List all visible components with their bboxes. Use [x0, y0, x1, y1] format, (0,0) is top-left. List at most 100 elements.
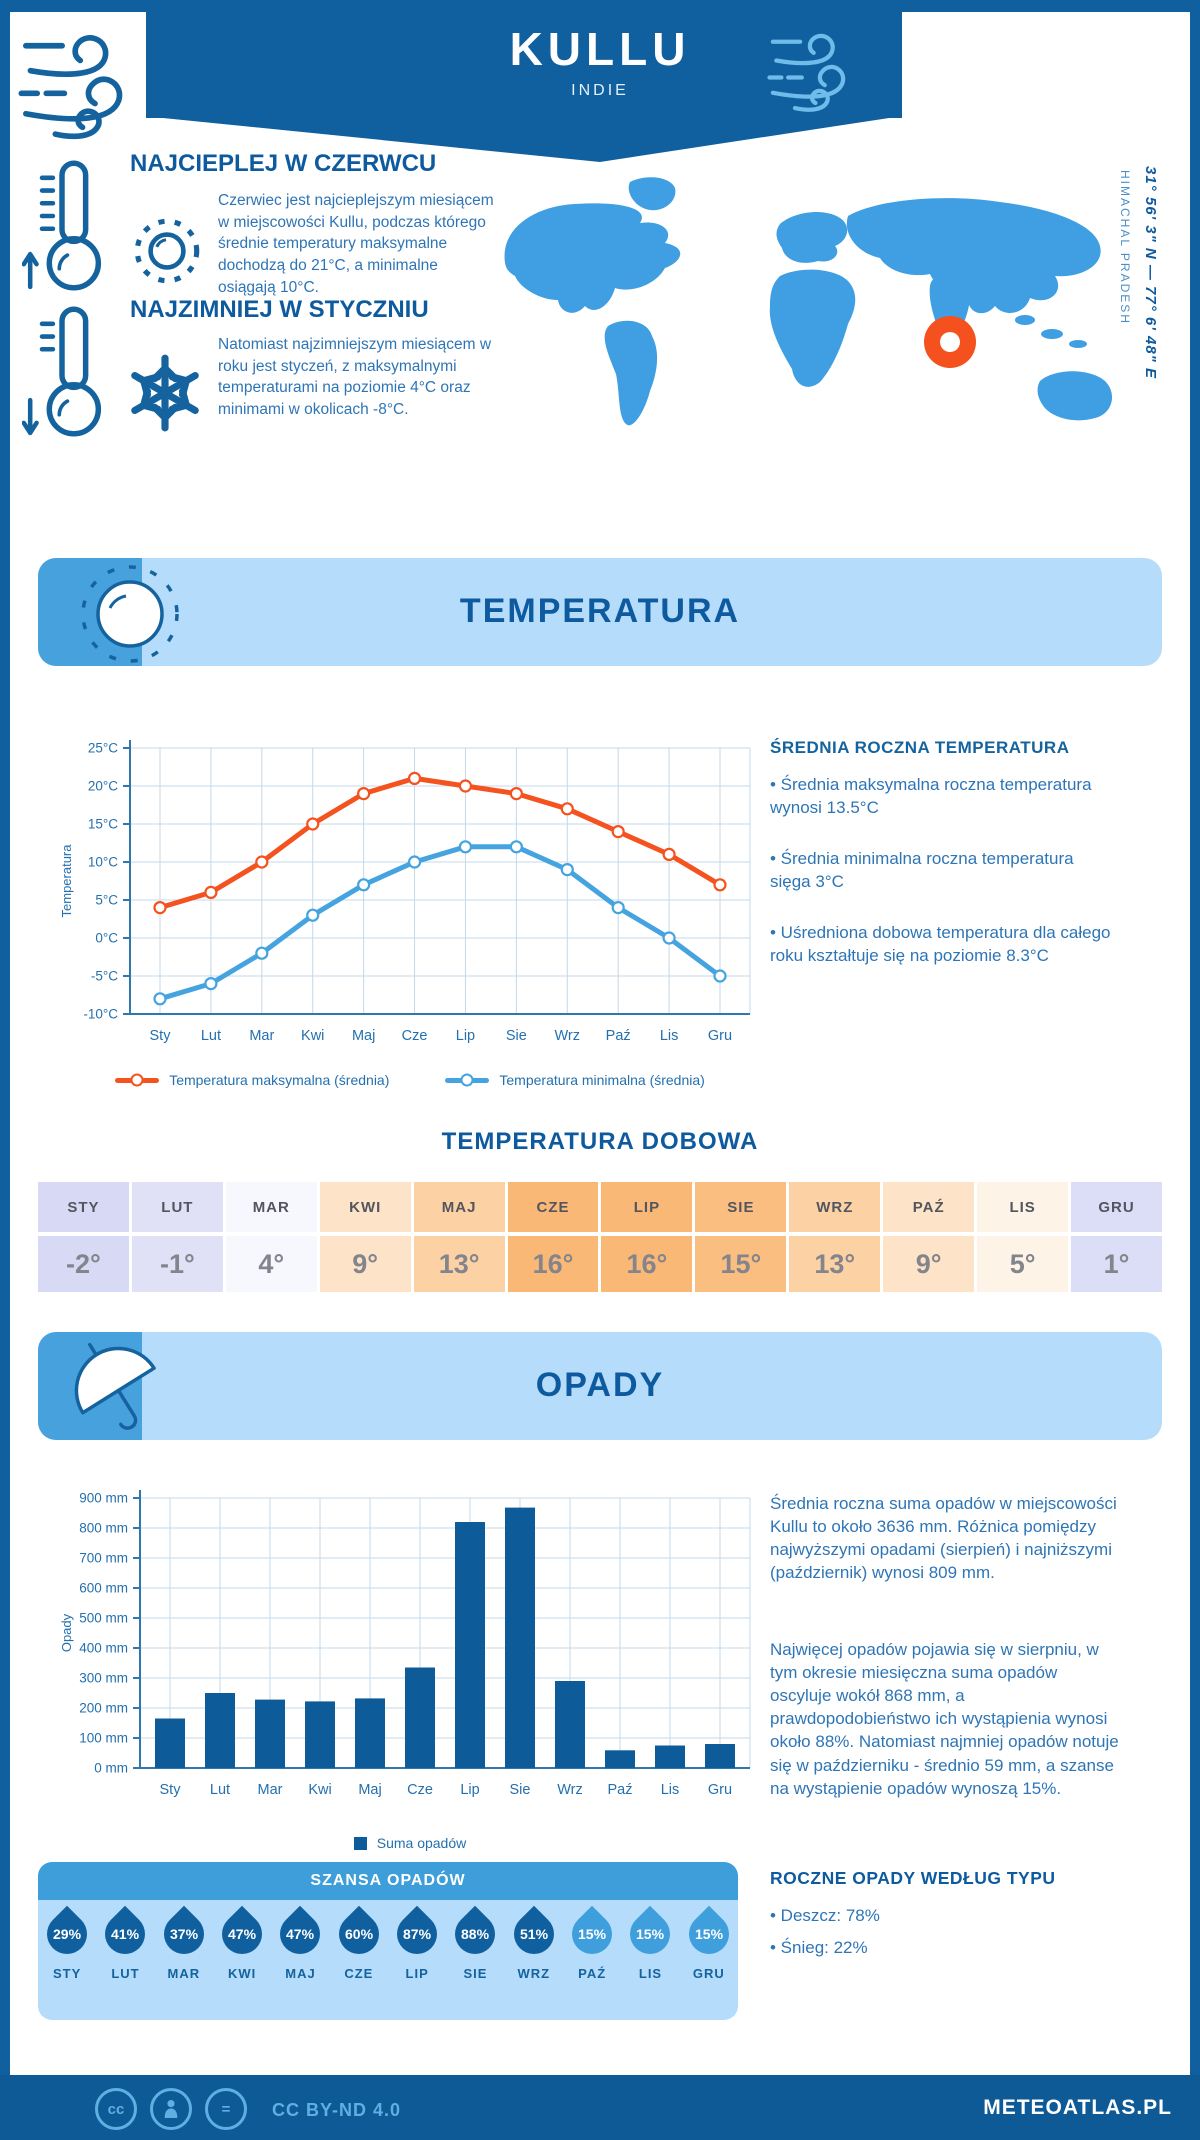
table-temp-value: 4°	[225, 1236, 317, 1292]
map-australia	[1037, 371, 1113, 421]
chance-month-cell: 41% LUT	[96, 1900, 154, 2020]
y-tick-label: 900 mm	[79, 1491, 128, 1506]
precipitation-section-title: OPADY	[535, 1366, 665, 1404]
x-tick-label: Paź	[606, 1028, 631, 1044]
license-label: CC BY-ND 4.0	[272, 2100, 402, 2120]
x-tick-label: Wrz	[557, 1782, 583, 1798]
coordinates-label: 31° 56' 3" N — 77° 6' 48" E	[1142, 166, 1159, 379]
y-tick-label: 500 mm	[79, 1611, 128, 1626]
map-greenland	[628, 177, 676, 211]
data-point-marker	[458, 840, 473, 854]
chance-month-label: KWI	[228, 1966, 257, 1981]
x-tick-label: Lut	[210, 1782, 230, 1798]
table-temp-value: 15°	[695, 1236, 787, 1292]
y-tick-label: 400 mm	[79, 1641, 128, 1656]
left-border	[0, 0, 10, 2075]
x-tick-label: Cze	[402, 1028, 428, 1044]
cc-license-icons: cc =	[95, 2088, 247, 2130]
data-point-marker	[713, 878, 727, 892]
precipitation-types-heading: ROCZNE OPADY WEDŁUG TYPU	[770, 1868, 1056, 1888]
temperature-section-icon-box	[38, 558, 179, 666]
table-month-header: MAJ	[413, 1182, 505, 1232]
y-tick-label: 300 mm	[79, 1671, 128, 1686]
daily-temperature-title: TEMPERATURA DOBOWA	[441, 1128, 759, 1155]
map-africa	[769, 269, 856, 387]
data-point-marker	[306, 817, 320, 831]
series-line	[157, 775, 723, 911]
precipitation-type-rain: • Deszcz: 78%	[770, 1906, 880, 1925]
chance-month-cell: 47% KWI	[213, 1900, 271, 2020]
x-tick-label: Lip	[460, 1782, 479, 1798]
header-band	[10, 0, 902, 118]
raindrop-icon: 88%	[447, 1905, 504, 1963]
series-line	[157, 844, 723, 1002]
data-point-marker	[153, 901, 167, 915]
table-month-header: LIS	[977, 1182, 1069, 1232]
bar-chart-svg: 900 mm 800 mm 700 mm 600 mm 500 mm 400 mm 300 …	[59, 1490, 751, 1798]
legend-item: Temperatura minimalna (średnia)	[445, 1072, 705, 1088]
y-tick-label: 700 mm	[79, 1551, 128, 1566]
map-south-america	[604, 320, 658, 426]
y-tick-label: 0°C	[95, 931, 118, 946]
chance-month-label: LIS	[638, 1966, 663, 1981]
annual-temp-bullet-min: • Średnia minimalna roczna temperatura s…	[770, 849, 1074, 891]
precipitation-bar	[705, 1744, 735, 1768]
cc-by-person-icon	[150, 2088, 192, 2130]
precipitation-bar-chart: 900 mm 800 mm 700 mm 600 mm 500 mm 400 mm 300 …	[55, 1478, 765, 1878]
data-point-marker	[662, 847, 676, 861]
wind-icon	[18, 34, 123, 140]
y-tick-label: 20°C	[88, 779, 118, 794]
map-north-america	[504, 203, 681, 313]
top-border	[0, 0, 1200, 12]
chance-month-label: LIP	[405, 1966, 429, 1981]
y-axis-title: Opady	[59, 1613, 74, 1652]
x-tick-label: Maj	[358, 1782, 381, 1798]
precipitation-summary-1: Średnia roczna suma opadów w miejscowośc…	[770, 1494, 1117, 1583]
annual-temperature-heading: ŚREDNIA ROCZNA TEMPERATURA	[770, 738, 1070, 757]
table-month-header: WRZ	[789, 1182, 881, 1232]
raindrop-icon: 15%	[563, 1905, 621, 1963]
temperature-chart-legend: Temperatura maksymalna (średnia) Temperat…	[55, 1072, 765, 1088]
precipitation-bar	[205, 1693, 235, 1768]
x-tick-label: Maj	[352, 1028, 375, 1044]
raindrop-icon: 60%	[330, 1905, 388, 1963]
warmest-month-text: Czerwiec jest najcieplejszym miesiącem w…	[218, 192, 494, 296]
site-name: METEOATLAS.PL	[983, 2096, 1172, 2119]
table-month-header: LUT	[131, 1182, 223, 1232]
data-point-marker	[407, 771, 422, 786]
sun-banner-icon	[81, 565, 179, 663]
y-tick-label: 5°C	[95, 893, 118, 908]
daily-temperature-table: STY LUT MAR KWI MAJ CZE LIP SIE WRZ PAŹ LIS GRU -2° -…	[38, 1182, 1162, 1292]
cc-nd-icon: =	[205, 2088, 247, 2130]
y-tick-label: 0 mm	[94, 1761, 128, 1776]
wind-icon-right	[767, 33, 846, 112]
chance-month-cell: 60% CZE	[330, 1900, 388, 2020]
table-temp-value: 9°	[319, 1236, 411, 1292]
chance-month-cell: 29% STY	[38, 1900, 96, 2020]
chance-month-label: MAR	[167, 1966, 201, 1981]
y-tick-label: 800 mm	[79, 1521, 128, 1536]
x-tick-label: Lis	[660, 1028, 679, 1044]
y-tick-label: 100 mm	[79, 1731, 128, 1746]
table-temp-value: 13°	[413, 1236, 505, 1292]
x-tick-label: Wrz	[555, 1028, 581, 1044]
precipitation-bar	[555, 1681, 585, 1768]
coldest-month-heading: NAJZIMNIEJ W STYCZNIU	[130, 296, 429, 323]
x-tick-label: Sty	[160, 1782, 182, 1798]
chance-month-cell: 15% LIS	[621, 1900, 679, 2020]
chance-of-precipitation-banner: SZANSA OPADÓW	[38, 1862, 738, 1900]
chance-month-cell: 88% SIE	[446, 1900, 504, 2020]
chance-month-label: STY	[53, 1966, 82, 1981]
snowflake-icon	[131, 354, 199, 432]
annual-temp-bullet-max: • Średnia maksymalna roczna temperatura …	[770, 775, 1092, 817]
world-map	[504, 177, 1113, 426]
temperature-section-banner: TEMPERATURA	[38, 558, 1162, 666]
thermometer-high-icon	[22, 160, 102, 291]
raindrop-icon: 47%	[213, 1905, 271, 1963]
data-point-marker	[407, 855, 422, 869]
line-chart-svg: 25°C 20°C 15°C 10°C 5°C 0°C -5°C -10°C Sty Lut Mar…	[59, 740, 751, 1044]
data-point-marker	[611, 825, 625, 839]
y-tick-label: 600 mm	[79, 1581, 128, 1596]
y-axis-title: Temperatura	[59, 844, 74, 918]
y-tick-label: -10°C	[83, 1007, 118, 1022]
